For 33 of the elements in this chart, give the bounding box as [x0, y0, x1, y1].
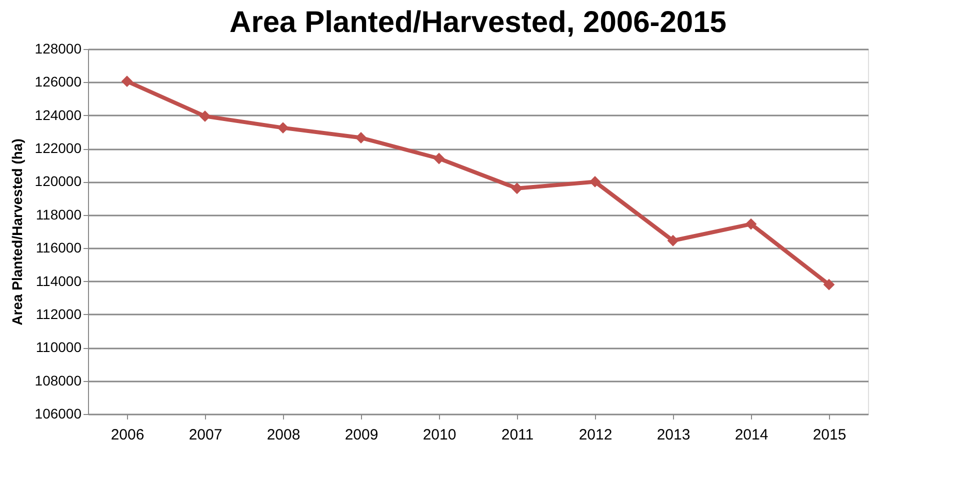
y-tick-label: 106000: [34, 406, 82, 422]
y-tick-label: 112000: [36, 306, 82, 322]
y-tick-label: 116000: [36, 240, 82, 256]
x-tick-label: 2012: [578, 426, 612, 444]
x-tick-label: 2008: [266, 426, 300, 444]
x-tick-label: 2013: [656, 426, 690, 444]
x-tick-label: 2007: [188, 426, 222, 444]
y-tick-label: 108000: [34, 372, 82, 388]
point: [589, 176, 601, 188]
y-tick-label: 126000: [34, 74, 82, 90]
chart-title: Area Planted/Harvested, 2006-2015: [230, 6, 726, 39]
point: [667, 234, 679, 246]
x-tick-label: 2014: [734, 426, 768, 444]
x-tick-label: 2015: [812, 426, 846, 444]
y-tick-label: 128000: [34, 40, 82, 56]
y-tick-label: 120000: [34, 173, 82, 190]
y-tick-label: 114000: [36, 272, 82, 289]
x-tick-label: 2009: [344, 426, 378, 444]
x-tick-label: 2011: [501, 426, 534, 444]
y-axis-title: Area Planted/Harvested (ha): [8, 138, 25, 326]
point: [277, 122, 289, 134]
y-tick-label: 118000: [36, 206, 82, 222]
point: [355, 132, 367, 144]
point: [745, 218, 757, 230]
point: [433, 152, 445, 164]
x-tick-label: 2006: [110, 426, 144, 444]
point: [199, 110, 211, 122]
y-tick-label: 124000: [34, 106, 82, 123]
point: [823, 278, 835, 290]
x-tick-label: 2010: [422, 426, 456, 444]
point: [121, 76, 133, 88]
y-tick-label: 122000: [34, 140, 82, 156]
y-tick-label: 110000: [36, 339, 82, 356]
